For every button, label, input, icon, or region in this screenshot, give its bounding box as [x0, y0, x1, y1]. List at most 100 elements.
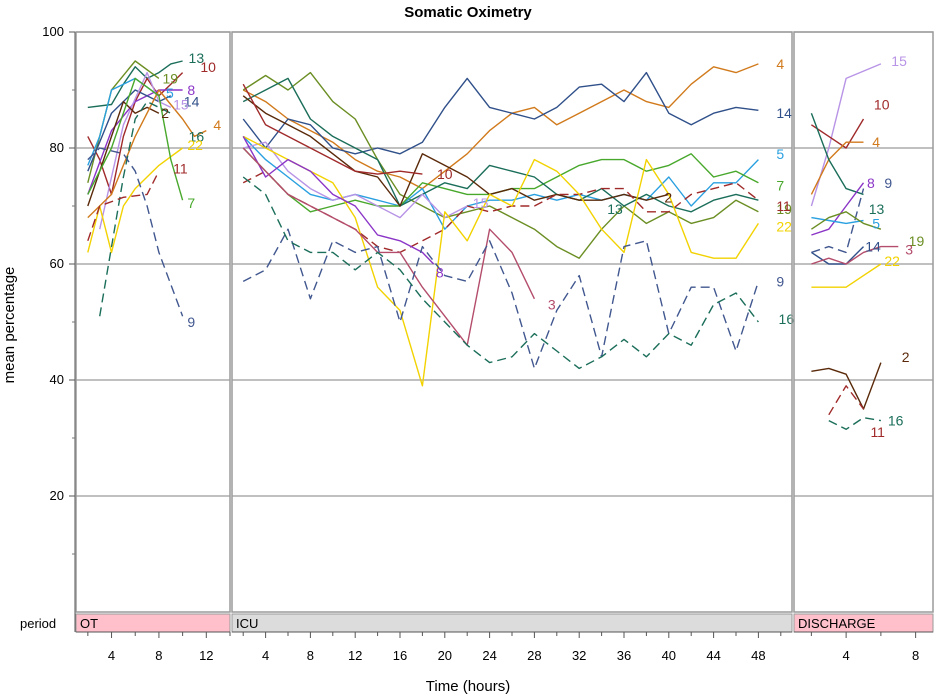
series-line-ot-4 [87, 89, 207, 219]
strip-title: period [20, 616, 56, 631]
series-line-icu-7 [242, 147, 759, 213]
series-label-ot-11: 11 [173, 160, 188, 176]
series-group-ot [87, 60, 207, 317]
series-label-icu-7: 7 [776, 178, 784, 194]
series-line-discharge-2 [811, 362, 882, 410]
series-label-ot-10: 10 [200, 59, 216, 75]
x-axis-title: Time (hours) [426, 678, 510, 695]
series-label-discharge-11: 11 [870, 424, 885, 440]
y-tick-label-40: 40 [50, 372, 64, 387]
chart-title: Somatic Oximetry [404, 4, 532, 21]
series-label-discharge-3: 3 [905, 242, 913, 258]
series-line-discharge-13 [810, 112, 864, 196]
x-tick-label-ot-8: 8 [155, 648, 162, 663]
strip-label-icu: ICU [236, 616, 258, 631]
series-line-discharge-4 [810, 141, 864, 195]
series-label-discharge-10: 10 [874, 97, 890, 113]
series-label-icu-2: 2 [664, 189, 672, 205]
y-tick-label-20: 20 [50, 488, 64, 503]
series-label-ot-2: 2 [161, 105, 169, 121]
series-line-ot-11 [87, 170, 160, 242]
x-tick-label-icu-48: 48 [751, 648, 765, 663]
series-group-discharge [810, 63, 899, 430]
series-label-icu-16: 16 [779, 311, 795, 327]
series-label-icu-13: 13 [607, 201, 623, 217]
series-label-icu-10: 10 [437, 166, 453, 182]
series-label-discharge-5: 5 [872, 215, 880, 231]
x-tick-label-icu-8: 8 [307, 648, 314, 663]
x-tick-label-icu-20: 20 [438, 648, 452, 663]
series-label-ot-13: 13 [189, 50, 205, 66]
strip-icu [231, 613, 793, 633]
series-label-discharge-13: 13 [869, 201, 885, 217]
series-line-discharge-11 [828, 385, 865, 416]
y-tick-label-100: 100 [42, 24, 64, 39]
series-label-ot-19: 19 [162, 70, 178, 86]
series-line-ot-5 [87, 77, 160, 166]
series-label-ot-14: 14 [184, 94, 200, 110]
x-tick-label-icu-16: 16 [393, 648, 407, 663]
x-tick-label-ot-12: 12 [199, 648, 213, 663]
series-line-discharge-9 [811, 188, 865, 254]
series-line-discharge-22 [811, 263, 882, 288]
strip-label-discharge: DISCHARGE [798, 616, 876, 631]
panel-frame-icu [231, 31, 793, 613]
series-label-icu-4: 4 [776, 56, 784, 72]
x-tick-label-icu-36: 36 [617, 648, 631, 663]
series-line-ot-16 [99, 100, 172, 317]
panel-frame-discharge [793, 31, 934, 613]
series-line-icu-16 [242, 176, 759, 370]
series-label-ot-15: 15 [173, 97, 189, 113]
series-line-discharge-10 [811, 118, 865, 149]
series-label-discharge-22: 22 [884, 253, 900, 269]
series-line-ot-2 [87, 100, 160, 207]
x-tick-label-icu-24: 24 [482, 648, 496, 663]
series-line-icu-8 [242, 136, 435, 265]
series-label-discharge-8: 8 [867, 175, 875, 191]
series-label-icu-11: 11 [776, 198, 791, 214]
x-tick-label-icu-28: 28 [527, 648, 541, 663]
x-tick-label-icu-40: 40 [662, 648, 676, 663]
x-tick-label-icu-4: 4 [262, 648, 269, 663]
x-tick-label-icu-32: 32 [572, 648, 586, 663]
series-label-icu-15: 15 [473, 195, 489, 211]
series-line-discharge-14 [811, 246, 864, 265]
series-line-ot-9 [87, 147, 184, 317]
strip-label-ot: OT [80, 616, 98, 631]
x-tick-label-icu-12: 12 [348, 648, 362, 663]
series-line-discharge-3 [811, 245, 899, 265]
series-line-discharge-5 [811, 216, 864, 225]
series-label-ot-4: 4 [213, 117, 221, 133]
series-label-ot-9: 9 [187, 314, 195, 330]
series-line-ot-14 [87, 89, 172, 172]
series-label-icu-8: 8 [436, 265, 444, 281]
series-label-discharge-19: 19 [909, 233, 925, 249]
series-line-ot-13 [87, 60, 183, 109]
series-label-icu-3: 3 [548, 297, 556, 313]
series-line-ot-15 [99, 71, 172, 230]
series-label-ot-16: 16 [189, 128, 205, 144]
x-tick-label-discharge-8: 8 [912, 648, 919, 663]
series-line-icu-9 [242, 228, 760, 370]
series-label-icu-19: 19 [776, 201, 792, 217]
series-line-icu-15 [243, 141, 468, 219]
series-label-icu-5: 5 [776, 146, 784, 162]
x-tick-label-icu-44: 44 [706, 648, 720, 663]
x-tick-label-discharge-4: 4 [843, 648, 850, 663]
series-label-icu-14: 14 [776, 105, 792, 121]
series-line-discharge-19 [811, 211, 882, 230]
strip-ot [75, 613, 231, 633]
series-line-icu-10 [242, 83, 423, 175]
y-axis-title: mean percentage [1, 267, 18, 384]
series-label-discharge-16: 16 [888, 413, 904, 429]
series-group-icu [242, 63, 760, 387]
series-line-icu-5 [242, 135, 759, 230]
series-line-icu-13 [242, 77, 759, 213]
series-line-discharge-16 [828, 417, 882, 430]
series-label-ot-8: 8 [187, 82, 195, 98]
